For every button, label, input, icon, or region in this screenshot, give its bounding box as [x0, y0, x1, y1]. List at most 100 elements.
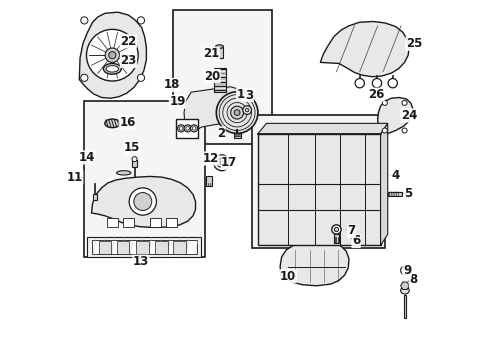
Bar	[389, 192, 402, 196]
Bar	[123, 219, 134, 227]
Circle shape	[177, 125, 185, 132]
Bar	[334, 234, 339, 243]
Text: 25: 25	[406, 37, 422, 50]
Text: 13: 13	[133, 255, 149, 268]
Polygon shape	[320, 22, 409, 77]
Circle shape	[179, 127, 183, 130]
Text: 5: 5	[404, 187, 412, 200]
Text: 7: 7	[347, 224, 356, 238]
Text: 3: 3	[245, 89, 253, 102]
Circle shape	[191, 125, 197, 132]
Text: 6: 6	[352, 234, 360, 247]
Circle shape	[334, 227, 339, 231]
Ellipse shape	[216, 45, 223, 48]
Text: 12: 12	[203, 152, 219, 165]
Circle shape	[332, 225, 341, 234]
Bar	[205, 176, 212, 186]
Ellipse shape	[103, 63, 122, 74]
Bar	[234, 134, 241, 138]
Polygon shape	[381, 123, 388, 245]
Circle shape	[87, 30, 138, 81]
Bar	[252, 116, 385, 248]
Circle shape	[81, 17, 88, 24]
Bar	[173, 241, 186, 253]
Ellipse shape	[106, 66, 119, 72]
Circle shape	[355, 78, 365, 88]
Circle shape	[192, 127, 196, 130]
Text: 2: 2	[217, 127, 225, 140]
Circle shape	[186, 127, 190, 130]
Text: 4: 4	[392, 169, 400, 182]
Bar	[107, 219, 118, 227]
Ellipse shape	[117, 171, 131, 175]
Text: 14: 14	[79, 151, 96, 164]
Text: 8: 8	[410, 273, 417, 286]
Circle shape	[382, 128, 388, 133]
Circle shape	[402, 128, 407, 133]
Text: 22: 22	[121, 35, 137, 48]
Circle shape	[245, 108, 249, 112]
Circle shape	[220, 161, 223, 165]
Circle shape	[372, 78, 382, 88]
Circle shape	[234, 110, 240, 116]
Text: 17: 17	[221, 156, 237, 169]
Polygon shape	[401, 282, 409, 289]
Circle shape	[388, 78, 397, 88]
Bar	[150, 219, 161, 227]
Bar	[216, 47, 223, 58]
Circle shape	[214, 155, 230, 171]
Circle shape	[243, 106, 251, 114]
Bar	[166, 219, 177, 227]
Bar	[173, 10, 272, 144]
Circle shape	[382, 100, 388, 105]
Text: 20: 20	[204, 69, 220, 82]
Polygon shape	[378, 98, 413, 134]
Bar	[87, 237, 201, 257]
Text: 10: 10	[280, 270, 296, 283]
Bar	[84, 101, 205, 257]
Circle shape	[137, 74, 145, 81]
Bar	[117, 241, 129, 253]
Bar	[136, 241, 149, 253]
Polygon shape	[184, 87, 250, 138]
Circle shape	[81, 74, 88, 81]
Text: 19: 19	[170, 95, 186, 108]
Bar	[92, 240, 197, 254]
Text: 18: 18	[163, 78, 180, 91]
Circle shape	[129, 188, 156, 215]
Circle shape	[217, 158, 226, 167]
Bar	[214, 68, 226, 92]
Circle shape	[401, 266, 409, 275]
Circle shape	[216, 92, 258, 134]
Text: 21: 21	[203, 47, 220, 60]
Circle shape	[137, 17, 145, 24]
Text: 11: 11	[67, 171, 83, 184]
Polygon shape	[280, 242, 349, 286]
Bar	[155, 241, 168, 253]
Circle shape	[109, 51, 116, 59]
Polygon shape	[92, 176, 196, 227]
Text: 15: 15	[124, 141, 140, 154]
Text: 26: 26	[368, 88, 384, 101]
Circle shape	[105, 48, 120, 62]
Bar	[176, 119, 197, 138]
Text: 1: 1	[237, 88, 245, 101]
Ellipse shape	[105, 119, 120, 128]
Circle shape	[231, 106, 244, 119]
Circle shape	[402, 100, 407, 105]
Ellipse shape	[401, 287, 409, 294]
Polygon shape	[258, 123, 388, 134]
Bar	[93, 194, 97, 200]
Text: 9: 9	[403, 264, 411, 277]
Text: 23: 23	[121, 54, 137, 67]
Polygon shape	[258, 134, 381, 245]
Circle shape	[184, 125, 191, 132]
Text: 24: 24	[401, 109, 417, 122]
Text: 16: 16	[119, 116, 136, 129]
Circle shape	[134, 193, 152, 211]
Bar	[403, 295, 406, 318]
Bar	[132, 160, 137, 167]
Polygon shape	[79, 12, 147, 98]
Bar	[98, 241, 111, 253]
Circle shape	[132, 157, 137, 162]
